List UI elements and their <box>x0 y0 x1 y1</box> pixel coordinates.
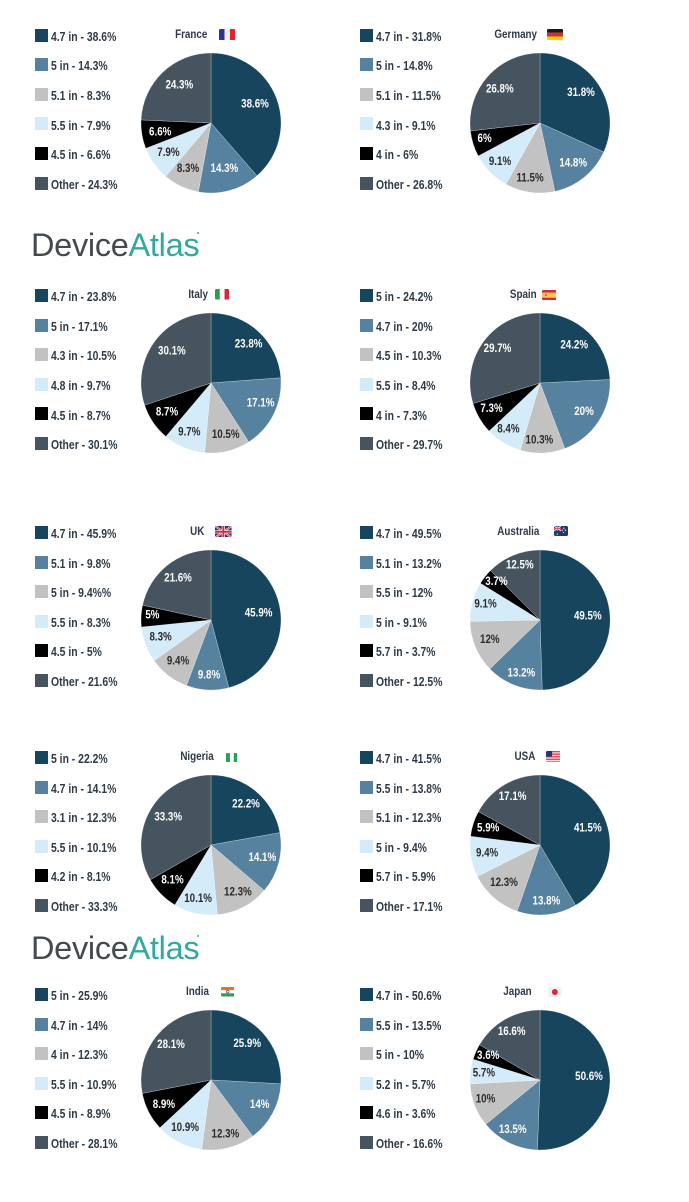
svg-text:10.1%: 10.1% <box>184 893 212 905</box>
svg-text:9.7%: 9.7% <box>178 427 200 439</box>
svg-text:8.4%: 8.4% <box>497 424 519 436</box>
svg-text:9.8%: 9.8% <box>198 669 220 681</box>
svg-text:12.3%: 12.3% <box>212 1128 240 1140</box>
svg-text:23.8%: 23.8% <box>235 339 263 351</box>
svg-text:8.9%: 8.9% <box>153 1099 175 1111</box>
svg-text:12.5%: 12.5% <box>506 559 534 571</box>
svg-text:8.7%: 8.7% <box>156 407 178 419</box>
svg-text:49.5%: 49.5% <box>574 610 602 622</box>
svg-text:10.5%: 10.5% <box>212 429 240 441</box>
svg-text:28.1%: 28.1% <box>157 1039 185 1051</box>
svg-text:14.8%: 14.8% <box>560 157 588 169</box>
svg-text:26.8%: 26.8% <box>486 83 514 95</box>
svg-text:14.1%: 14.1% <box>248 852 276 864</box>
svg-text:25.9%: 25.9% <box>233 1038 261 1050</box>
svg-text:9.4%: 9.4% <box>167 655 189 667</box>
svg-text:24.2%: 24.2% <box>561 340 589 352</box>
svg-text:10%: 10% <box>476 1093 496 1105</box>
svg-text:12.3%: 12.3% <box>224 886 252 898</box>
svg-text:38.6%: 38.6% <box>241 98 269 110</box>
svg-text:7.3%: 7.3% <box>481 403 503 415</box>
svg-text:11.5%: 11.5% <box>517 172 544 184</box>
svg-text:10.3%: 10.3% <box>526 434 554 446</box>
svg-text:9.4%: 9.4% <box>476 847 498 859</box>
svg-text:33.3%: 33.3% <box>154 811 182 823</box>
svg-text:9.1%: 9.1% <box>489 156 511 168</box>
svg-text:5.7%: 5.7% <box>473 1067 495 1079</box>
svg-text:17.1%: 17.1% <box>499 791 527 803</box>
svg-text:41.5%: 41.5% <box>574 822 602 834</box>
svg-text:13.2%: 13.2% <box>508 667 536 679</box>
svg-text:12.3%: 12.3% <box>490 877 518 889</box>
svg-text:10.9%: 10.9% <box>171 1122 199 1134</box>
svg-text:13.8%: 13.8% <box>533 895 561 907</box>
svg-text:16.6%: 16.6% <box>498 1026 526 1038</box>
svg-text:30.1%: 30.1% <box>158 345 186 357</box>
svg-text:29.7%: 29.7% <box>484 343 512 355</box>
svg-text:24.3%: 24.3% <box>165 79 193 91</box>
svg-text:50.6%: 50.6% <box>575 1070 603 1082</box>
svg-text:8.3%: 8.3% <box>149 631 171 643</box>
svg-text:8.1%: 8.1% <box>161 874 183 886</box>
svg-text:14%: 14% <box>250 1099 270 1111</box>
svg-text:45.9%: 45.9% <box>245 607 273 619</box>
svg-text:7.9%: 7.9% <box>157 147 179 159</box>
svg-text:6%: 6% <box>478 133 492 145</box>
svg-text:3.7%: 3.7% <box>485 575 507 587</box>
svg-text:17.1%: 17.1% <box>247 397 275 409</box>
svg-text:22.2%: 22.2% <box>232 798 260 810</box>
svg-text:9.1%: 9.1% <box>475 598 497 610</box>
svg-text:6.6%: 6.6% <box>149 126 171 138</box>
svg-text:5.9%: 5.9% <box>477 822 499 834</box>
svg-text:13.5%: 13.5% <box>499 1124 527 1136</box>
svg-text:21.6%: 21.6% <box>164 572 192 584</box>
svg-text:8.3%: 8.3% <box>177 163 199 175</box>
svg-text:5%: 5% <box>145 609 159 621</box>
svg-text:12%: 12% <box>480 633 500 645</box>
svg-text:31.8%: 31.8% <box>567 86 595 98</box>
svg-text:20%: 20% <box>574 406 594 418</box>
svg-text:3.6%: 3.6% <box>477 1050 499 1062</box>
svg-text:14.3%: 14.3% <box>211 163 239 175</box>
